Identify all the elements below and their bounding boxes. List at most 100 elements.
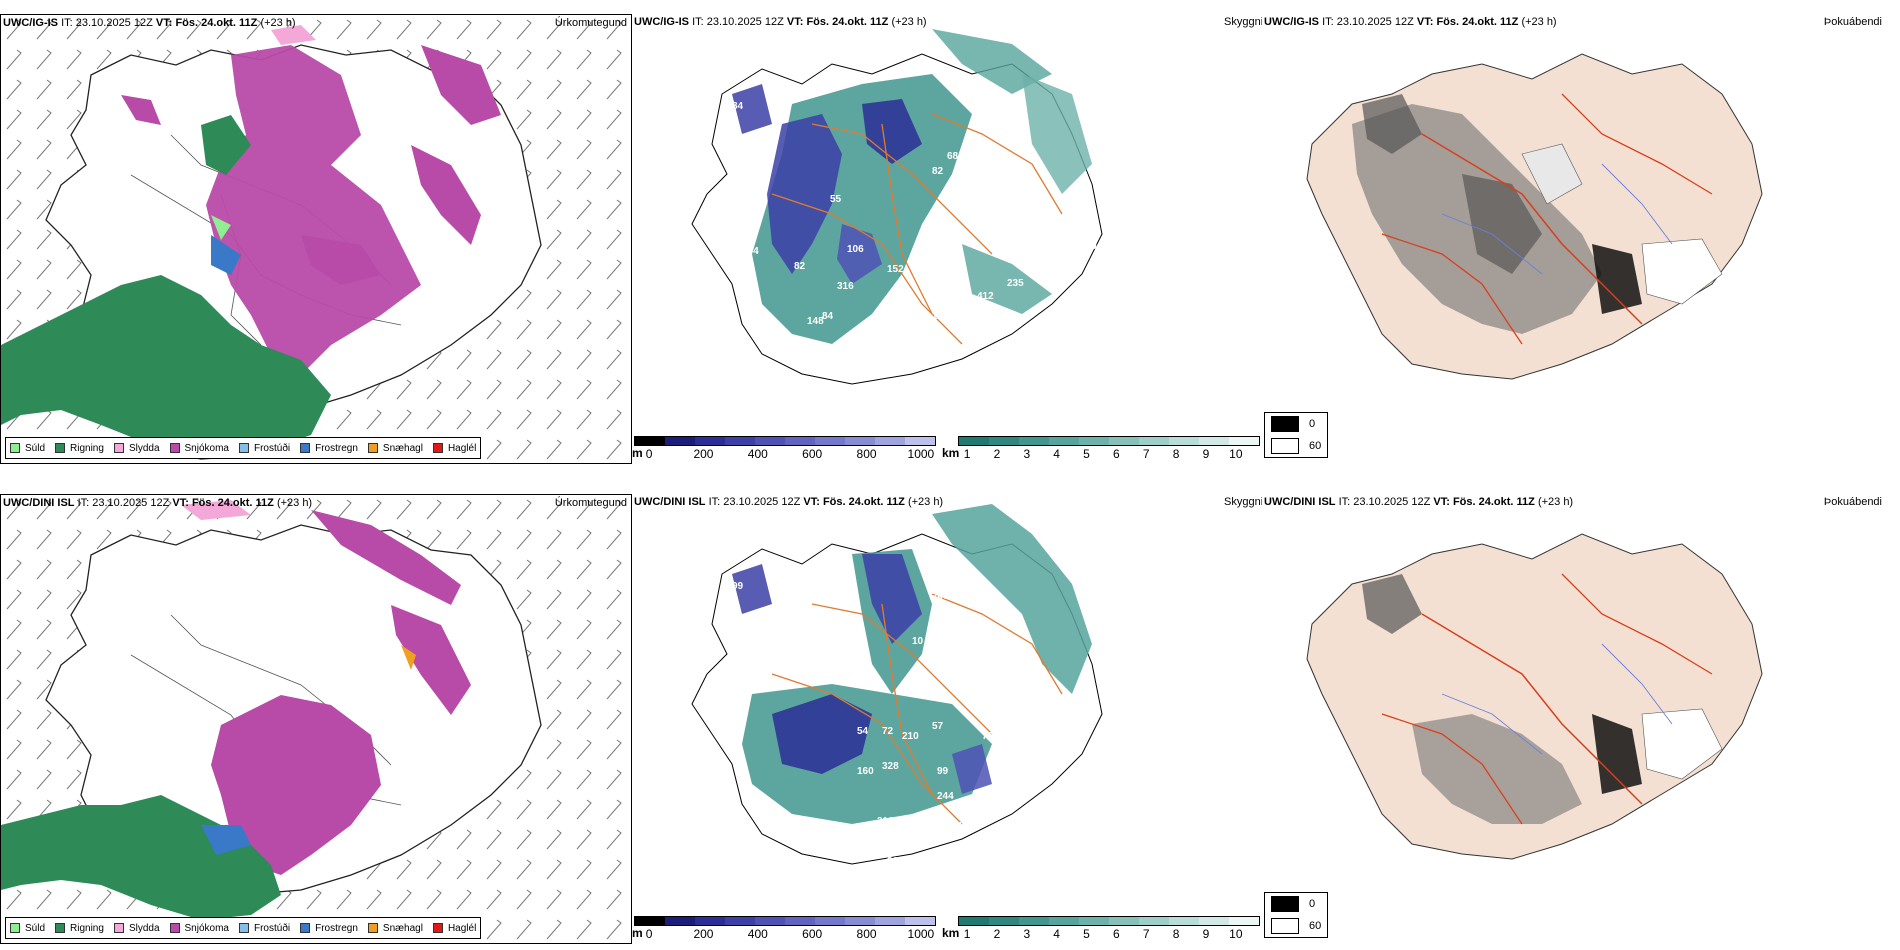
colorbar-tick-label: 400: [747, 927, 768, 941]
colorbar-segment: [725, 917, 755, 925]
cloud-base-label: 318: [1107, 326, 1124, 337]
colorbar-segment: [845, 917, 875, 925]
cloud-base-label: 140: [1077, 776, 1094, 787]
colorbar-tick-label: 400: [747, 447, 768, 461]
legend-item: Frostúði: [238, 923, 290, 934]
colorbar-tick-label: 5: [1083, 447, 1090, 461]
colorbar-segment: [959, 917, 989, 925]
cloud-base-colorbar-top: 0 200 400 600 800 1000 m: [632, 436, 936, 461]
cloud-base-label: 146: [967, 196, 984, 207]
cloud-base-label: 105: [927, 821, 944, 832]
cloud-base-label: 57: [932, 721, 944, 732]
panel-name: Úrkomutegund: [554, 497, 627, 509]
panel-title: UWC/IG-IS IT: 23.10.2025 12Z VT: Fös. 24…: [634, 16, 927, 28]
cloud-base-label: 17: [747, 141, 759, 152]
cloud-base-label: 597: [967, 801, 984, 812]
colorbar-segment: [1139, 917, 1169, 925]
colorbar-segment: [989, 437, 1019, 445]
colorbar-segment: [1199, 917, 1229, 925]
colorbar-segment: [1199, 437, 1229, 445]
legend-item: Snæhagl: [367, 923, 423, 934]
cloud-base-label: 54: [857, 726, 869, 737]
cloud-base-label: 120: [1080, 241, 1097, 252]
colorbar-tick-label: 4: [1053, 927, 1060, 941]
colorbar-segment: [1169, 917, 1199, 925]
colorbar-tick-label: 9: [1202, 927, 1210, 941]
fog-legend-swatch: [1271, 416, 1299, 432]
colorbar-tick-label: 5: [1083, 927, 1090, 941]
colorbar-tick-label: 4: [1053, 447, 1060, 461]
colorbar-segment: [815, 917, 845, 925]
cloud-base-label: 106: [847, 244, 864, 255]
legend-item: Rigning: [55, 923, 104, 934]
cloud-base-label: 152: [887, 264, 904, 275]
colorbar-segment: [1019, 437, 1049, 445]
cloud-base-label: 84: [822, 311, 834, 322]
legend-item: Súld: [10, 923, 45, 934]
cloud-base-label: 316: [937, 606, 954, 617]
colorbar-tick-label: 200: [693, 447, 714, 461]
cloud-base-label: 160: [857, 766, 874, 777]
legend-swatch: [300, 923, 311, 933]
legend-item: Frostúði: [238, 443, 290, 454]
cloud-base-label: 127: [882, 341, 899, 352]
visibility-colorbar-ticks: 1 2 3 4 5 6 7 8 9 10: [958, 926, 1260, 941]
visibility-colorbar-bottom: 1 2 3 4 5 6 7 8 9 10 km: [942, 916, 1260, 941]
colorbar-segment: [635, 437, 665, 445]
colorbar-tick-label: 6: [1113, 447, 1120, 461]
cloud-base-label: 440: [950, 346, 967, 357]
cloud-base-label: 10: [912, 636, 924, 647]
cloud-base-label: 55: [830, 194, 842, 205]
cloud-base-label: 130: [932, 401, 949, 412]
colorbar-tick-label: 6: [1113, 927, 1120, 941]
fog-legend-row: 0: [1265, 413, 1327, 435]
cloud-base-label: 249: [1002, 216, 1019, 227]
legend-item: Slydda: [113, 443, 160, 454]
colorbar-segment: [1109, 437, 1139, 445]
cloud-base-label: 102: [982, 861, 999, 872]
colorbar-segment: [1229, 437, 1259, 445]
colorbar-tick-label: 2: [993, 447, 1001, 461]
cloud-base-label: 256: [972, 841, 989, 852]
cloud-base-label: 91: [727, 616, 739, 627]
panel-name: Úrkomutegund: [554, 17, 627, 29]
cloud-base-labels: 99 91 247 316 10 109 492 578 57 72 54 210 76 328 160 99…: [727, 581, 1094, 872]
precip-type-panel-bottom: UWC/DINI ISL IT: 23.10.2025 12Z VT: Fös.…: [0, 494, 632, 944]
legend-item: Súld: [10, 443, 45, 454]
legend-swatch: [432, 923, 443, 933]
colorbar-tick-label: 1000: [907, 447, 935, 461]
colorbar-tick-label: 1: [963, 447, 971, 461]
cloud-colorbar-unit: m: [632, 926, 643, 940]
cloud-colorbar-ticks: 0 200 400 600 800 1000: [634, 446, 936, 461]
cloud-base-label: 99: [732, 581, 744, 592]
panel-title: UWC/IG-IS IT: 23.10.2025 12Z VT: Fös. 24…: [3, 17, 296, 29]
precip-map: [1, 495, 631, 943]
legend-swatch: [113, 443, 124, 453]
colorbar-segment: [1049, 917, 1079, 925]
colorbar-segment: [989, 917, 1019, 925]
cloud-base-label: 239: [877, 311, 894, 322]
legend-swatch: [10, 923, 20, 933]
legend-swatch: [367, 443, 378, 453]
cloud-base-label: 109: [947, 651, 964, 662]
cloud-base-label: 155: [922, 861, 939, 872]
cloud-base-label: 86: [730, 126, 742, 137]
cloud-base-label: 71: [997, 806, 1009, 817]
colorbar-segment: [755, 917, 785, 925]
colorbar-tick-label: 10: [1229, 447, 1243, 461]
cloud-colorbar-strip: [634, 436, 936, 446]
panel-title: UWC/IG-IS IT: 23.10.2025 12Z VT: Fös. 24…: [1264, 16, 1557, 28]
fog-panel-bottom: UWC/DINI ISL IT: 23.10.2025 12Z VT: Fös.…: [1262, 494, 1900, 944]
snow-area: [206, 45, 421, 375]
panel-title: UWC/DINI ISL IT: 23.10.2025 12Z VT: Fös.…: [634, 496, 944, 508]
colorbar-tick-label: 1: [963, 927, 971, 941]
cloud-base-label: 61: [952, 821, 964, 832]
colorbar-tick-label: 800: [856, 447, 877, 461]
legend-swatch: [238, 923, 249, 933]
colorbar-tick-label: 7: [1142, 927, 1150, 941]
colorbar-segment: [755, 437, 785, 445]
cloud-colorbar-ticks: 0 200 400 600 800 1000: [634, 926, 936, 941]
colorbar-segment: [785, 437, 815, 445]
legend-swatch: [169, 443, 180, 453]
cloud-base-label: 28: [912, 826, 924, 837]
